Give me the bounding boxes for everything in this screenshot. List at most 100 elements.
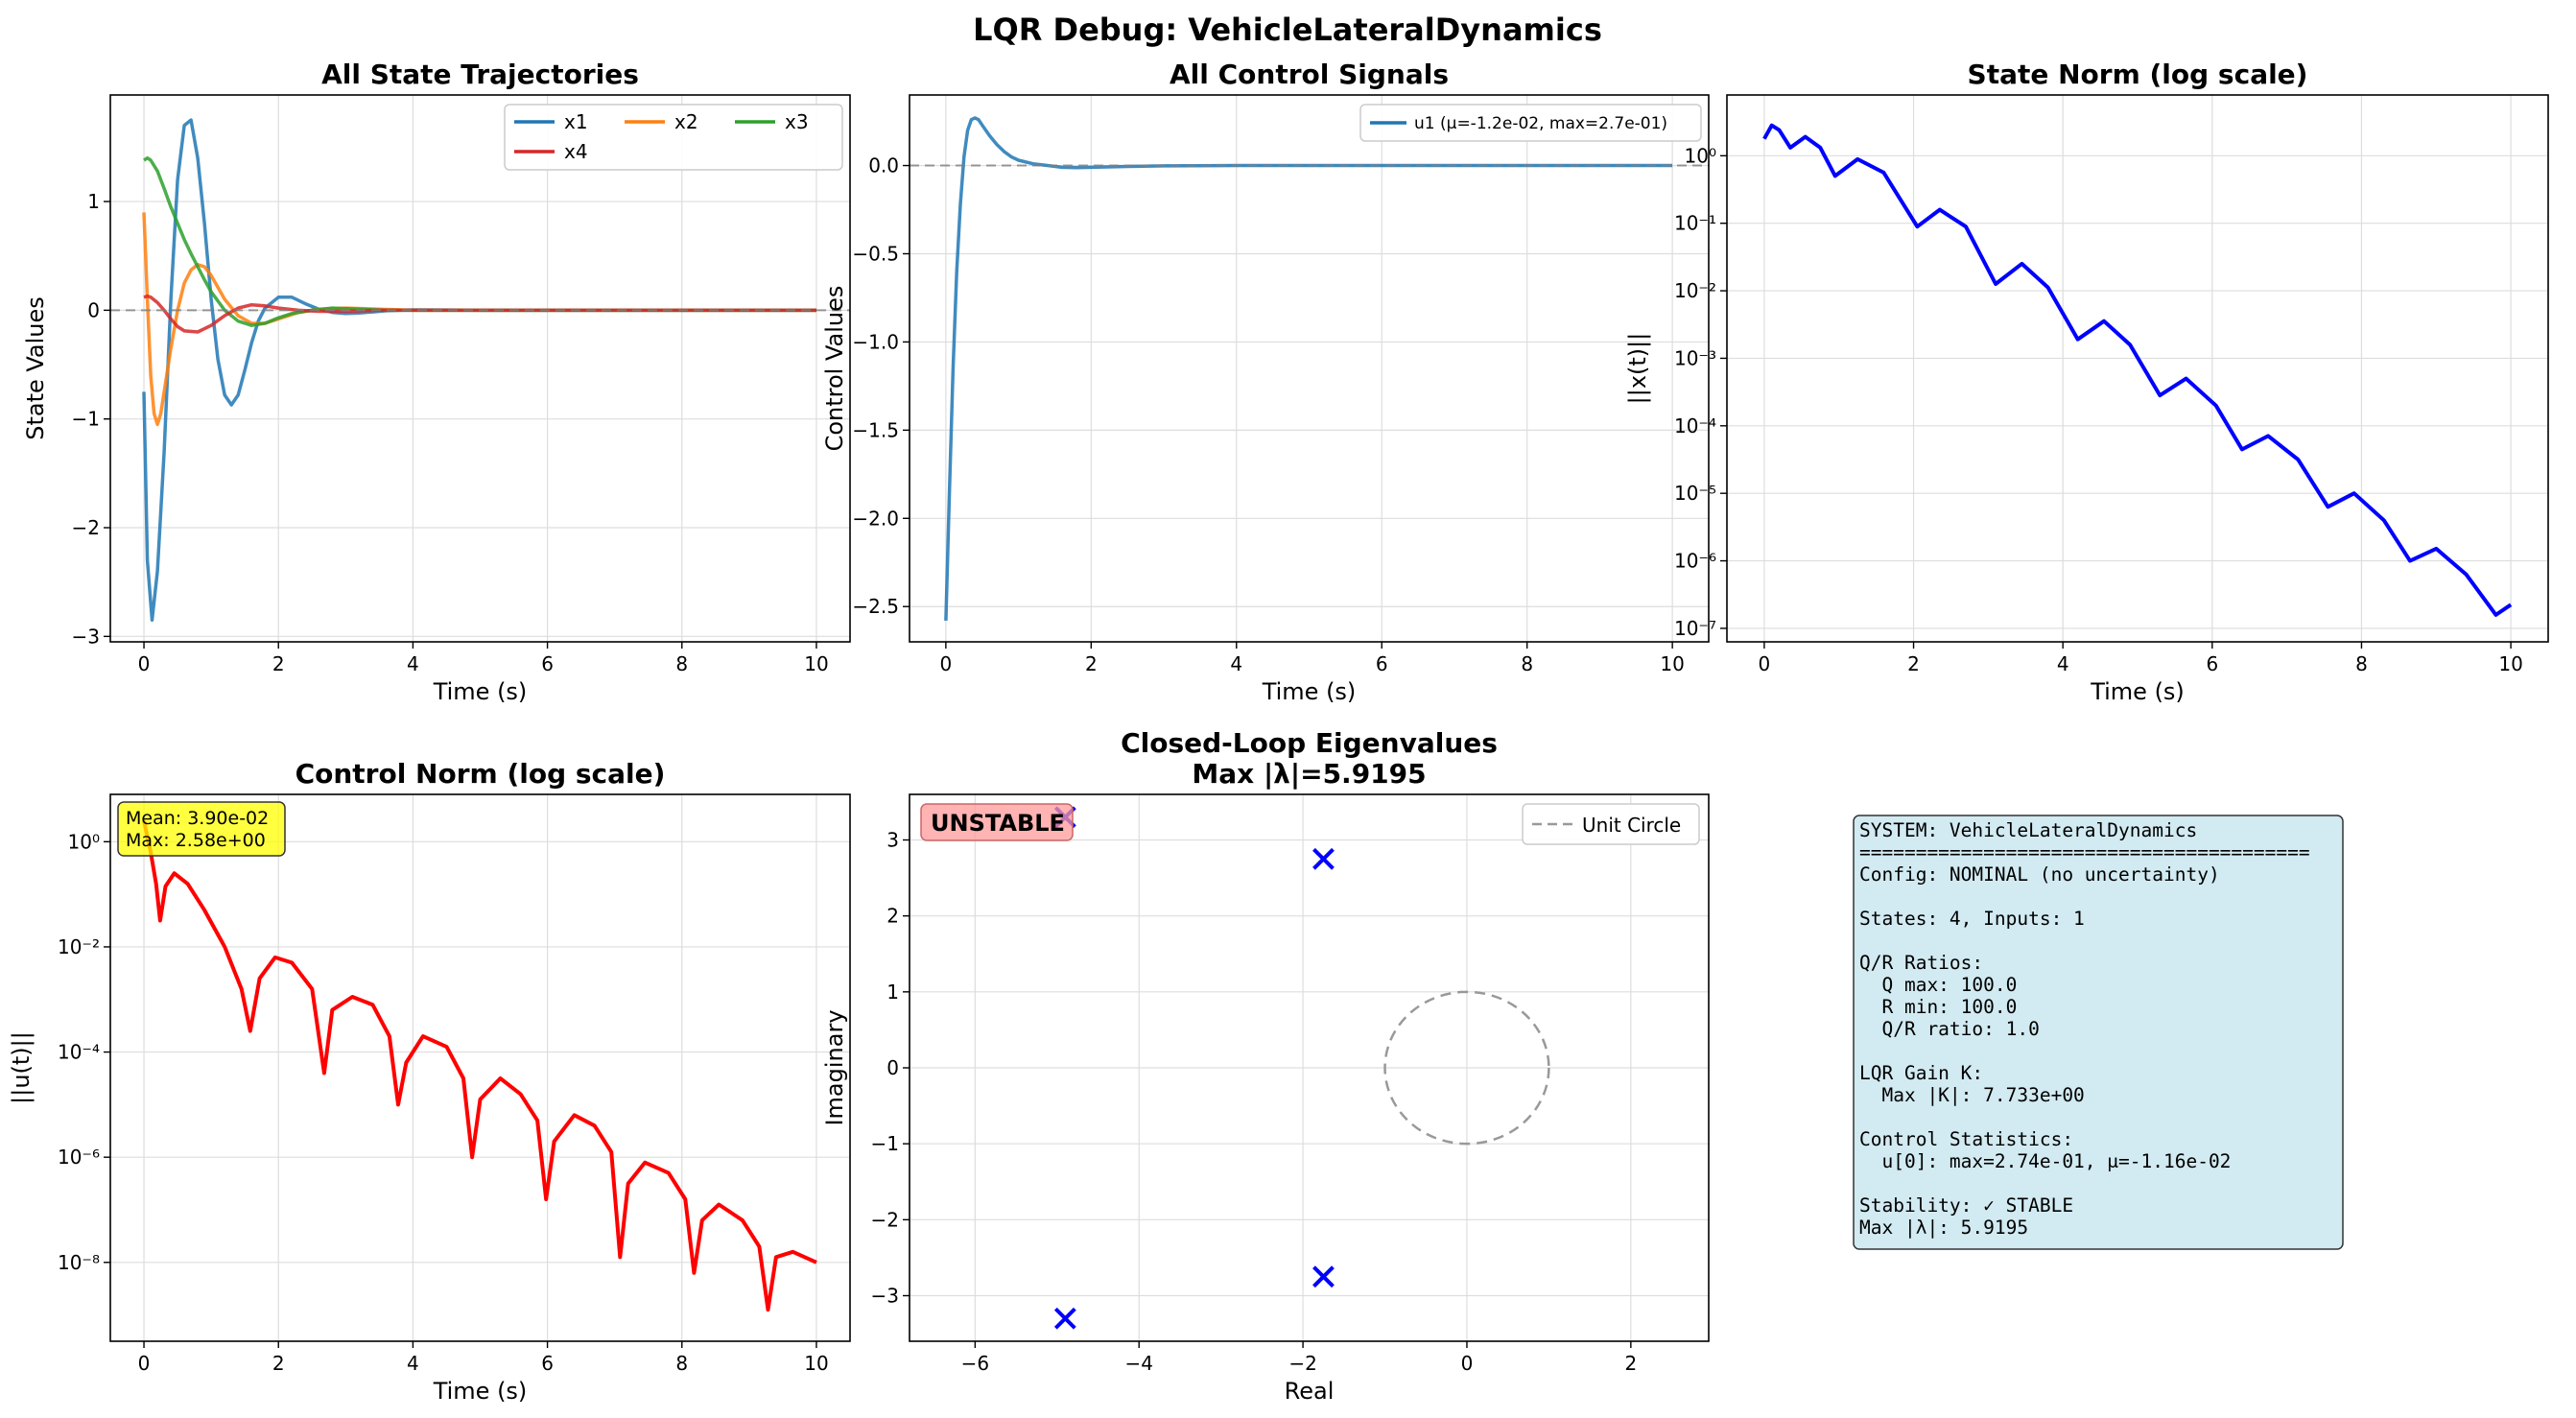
- y-axis-label: Imaginary: [821, 1009, 848, 1125]
- series-line-0: [1762, 123, 2513, 617]
- x-tick-label: −6: [961, 1352, 989, 1375]
- y-tick-label: −2.0: [852, 507, 899, 530]
- legend-label: x3: [785, 110, 809, 133]
- y-tick-label: 3: [886, 829, 899, 852]
- y-tick-label: 10⁻¹: [1674, 212, 1716, 235]
- info-panel-box: [1853, 815, 2344, 1250]
- stats-annotation-line: Max: 2.58e+00: [126, 830, 266, 851]
- unstable-badge-label: UNSTABLE: [931, 810, 1065, 837]
- y-tick-label: 10⁻⁸: [58, 1251, 100, 1274]
- x-tick-label: 4: [2057, 652, 2069, 675]
- x-tick-label: 0: [939, 652, 952, 675]
- panel-controls: 0 2 4 6 8 10 0.0 −0.5 −1.0 −1.5 −2.0 −2.5 Time (s) Co…: [821, 59, 1710, 705]
- info-line: SYSTEM: VehicleLateralDynamics: [1859, 819, 2197, 841]
- axes-frame: [109, 793, 851, 1342]
- plot-area: [1762, 123, 2513, 617]
- x-tick-label: 8: [2355, 652, 2368, 675]
- y-tick-label: 0.0: [868, 154, 899, 177]
- y-tick-label: 1: [886, 981, 899, 1004]
- x-tick-label: 8: [675, 1352, 688, 1375]
- y-axis-label: Control Values: [821, 286, 848, 452]
- x-tick-label: 4: [407, 652, 419, 675]
- info-panel: SYSTEM: VehicleLateralDynamics==========…: [1853, 815, 2344, 1250]
- info-line: Max |λ|: 5.9195: [1859, 1217, 2028, 1239]
- legend-label: x4: [564, 140, 588, 163]
- series-line-u1: [944, 116, 1673, 621]
- y-tick-label: −2: [871, 1208, 899, 1231]
- y-tick-label: 10⁻²: [58, 935, 100, 958]
- x-tick-label: 0: [138, 652, 151, 675]
- x-tick-label: 0: [138, 1352, 151, 1375]
- legend-box: [1359, 104, 1702, 142]
- panel-control-norm: 0 2 4 6 8 10 10⁰ 10⁻² 10⁻⁴ 10⁻⁶ 10⁻⁸ Time (s) ||u(t)…: [8, 758, 851, 1405]
- info-line: LQR Gain K:: [1859, 1062, 1983, 1084]
- info-line: Q max: 100.0: [1859, 974, 2017, 996]
- x-tick-label: 2: [1624, 1352, 1637, 1375]
- info-line: Q/R Ratios:: [1859, 952, 1983, 974]
- chart-title: All State Trajectories: [321, 59, 639, 90]
- y-tick-label: −1: [72, 408, 100, 431]
- plot-area: [110, 118, 850, 623]
- x-tick-label: 8: [1521, 652, 1533, 675]
- y-tick-label: 1: [87, 190, 100, 213]
- figure-title: LQR Debug: VehicleLateralDynamics: [973, 12, 1602, 48]
- info-line: Config: NOMINAL (no uncertainty): [1859, 863, 2220, 886]
- y-axis-label: State Values: [22, 296, 49, 440]
- y-tick-label: −1.5: [852, 418, 899, 441]
- x-axis-label: Time (s): [1262, 678, 1357, 705]
- info-line: Max |K|: 7.733e+00: [1859, 1084, 2085, 1106]
- y-tick-label: 10⁰: [68, 830, 100, 853]
- y-tick-label: 10⁻²: [1674, 279, 1716, 302]
- x-tick-label: −2: [1288, 1352, 1316, 1375]
- legend-label: x1: [564, 110, 588, 133]
- x-axis-label: Time (s): [433, 678, 528, 705]
- eigenvalue-marker: [1312, 847, 1335, 870]
- y-tick-label: −1.0: [852, 330, 899, 353]
- x-tick-label: 8: [675, 652, 688, 675]
- y-tick-label: −2: [72, 516, 100, 539]
- y-tick-label: −3: [871, 1285, 899, 1308]
- x-tick-label: 2: [272, 1352, 285, 1375]
- x-tick-label: 0: [1759, 652, 1771, 675]
- y-tick-label: 10⁻⁵: [1674, 482, 1716, 505]
- y-tick-label: 10⁻⁴: [1674, 414, 1716, 437]
- chart-title: State Norm (log scale): [1968, 59, 2308, 90]
- chart-subtitle: Max |λ|=5.9195: [1192, 758, 1426, 790]
- x-tick-label: 6: [541, 652, 554, 675]
- info-line: u[0]: max=2.74e-01, μ=-1.16e-02: [1859, 1150, 2231, 1172]
- y-tick-label: 10⁰: [1685, 144, 1716, 167]
- info-line: States: 4, Inputs: 1: [1859, 908, 2085, 930]
- y-tick-label: 10⁻⁶: [58, 1146, 100, 1169]
- eigenvalue-marker: [1312, 1265, 1335, 1288]
- x-axis-label: Time (s): [2090, 678, 2185, 705]
- y-tick-label: 2: [886, 905, 899, 928]
- plot-area: [910, 116, 1709, 621]
- legend-box: [1522, 803, 1700, 845]
- axes-frame: [1726, 94, 2549, 643]
- chart-title: Closed-Loop Eigenvalues: [1121, 727, 1498, 759]
- legend-label: Unit Circle: [1582, 814, 1681, 837]
- chart-title: All Control Signals: [1170, 59, 1449, 90]
- chart-title: Control Norm (log scale): [295, 758, 666, 790]
- y-tick-label: 10⁻³: [1674, 346, 1716, 369]
- y-tick-label: −3: [72, 625, 100, 648]
- x-tick-label: 4: [407, 1352, 419, 1375]
- x-tick-label: 6: [541, 1352, 554, 1375]
- x-tick-label: 6: [1376, 652, 1388, 675]
- y-axis-label: ||x(t)||: [1624, 333, 1651, 405]
- eigenvalue-marker-stroke: [1312, 847, 1335, 870]
- panel-state-norm: 0 2 4 6 8 10 10⁰ 10⁻¹ 10⁻² 10⁻³ 10⁻⁴ 10⁻⁵ 10⁻⁶ 10⁻⁷ Ti…: [1624, 59, 2549, 705]
- legend-label: u1 (μ=-1.2e-02, max=2.7e-01): [1414, 114, 1667, 133]
- axes-frame: [909, 793, 1710, 1342]
- x-axis-label: Real: [1285, 1378, 1335, 1405]
- panel-eigenvalues: −6 −4 −2 0 2 3 2 1 0 −1 −2 −3 Real Imaginary Closed-Lo…: [821, 727, 1710, 1405]
- axes-frame: [109, 94, 851, 643]
- y-axis-label: ||u(t)||: [8, 1031, 35, 1104]
- x-tick-label: 2: [1085, 652, 1098, 675]
- x-axis-label: Time (s): [433, 1378, 528, 1405]
- plot-area: [142, 819, 817, 1312]
- x-tick-label: 10: [1660, 652, 1684, 675]
- info-line: R min: 100.0: [1859, 996, 2017, 1018]
- eigenvalue-marker-stroke: [1312, 1265, 1335, 1288]
